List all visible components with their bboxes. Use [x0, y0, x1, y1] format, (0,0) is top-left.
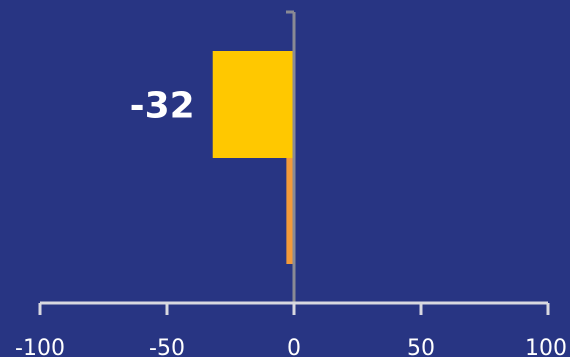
x-tick-label-0: -100: [15, 336, 65, 357]
axes-group: [38, 10, 550, 315]
x-tick-label-1: -50: [149, 336, 185, 357]
labels-group: -32 -100 -50 0 50 100: [15, 86, 567, 357]
x-tick-label-4: 100: [525, 336, 567, 357]
bars-group: [212, 51, 294, 264]
bar-0: [212, 51, 294, 158]
data-label-0: -32: [130, 86, 195, 127]
x-tick-label-3: 50: [407, 336, 435, 357]
bar-1: [286, 158, 294, 264]
x-tick-label-2: 0: [287, 336, 301, 357]
